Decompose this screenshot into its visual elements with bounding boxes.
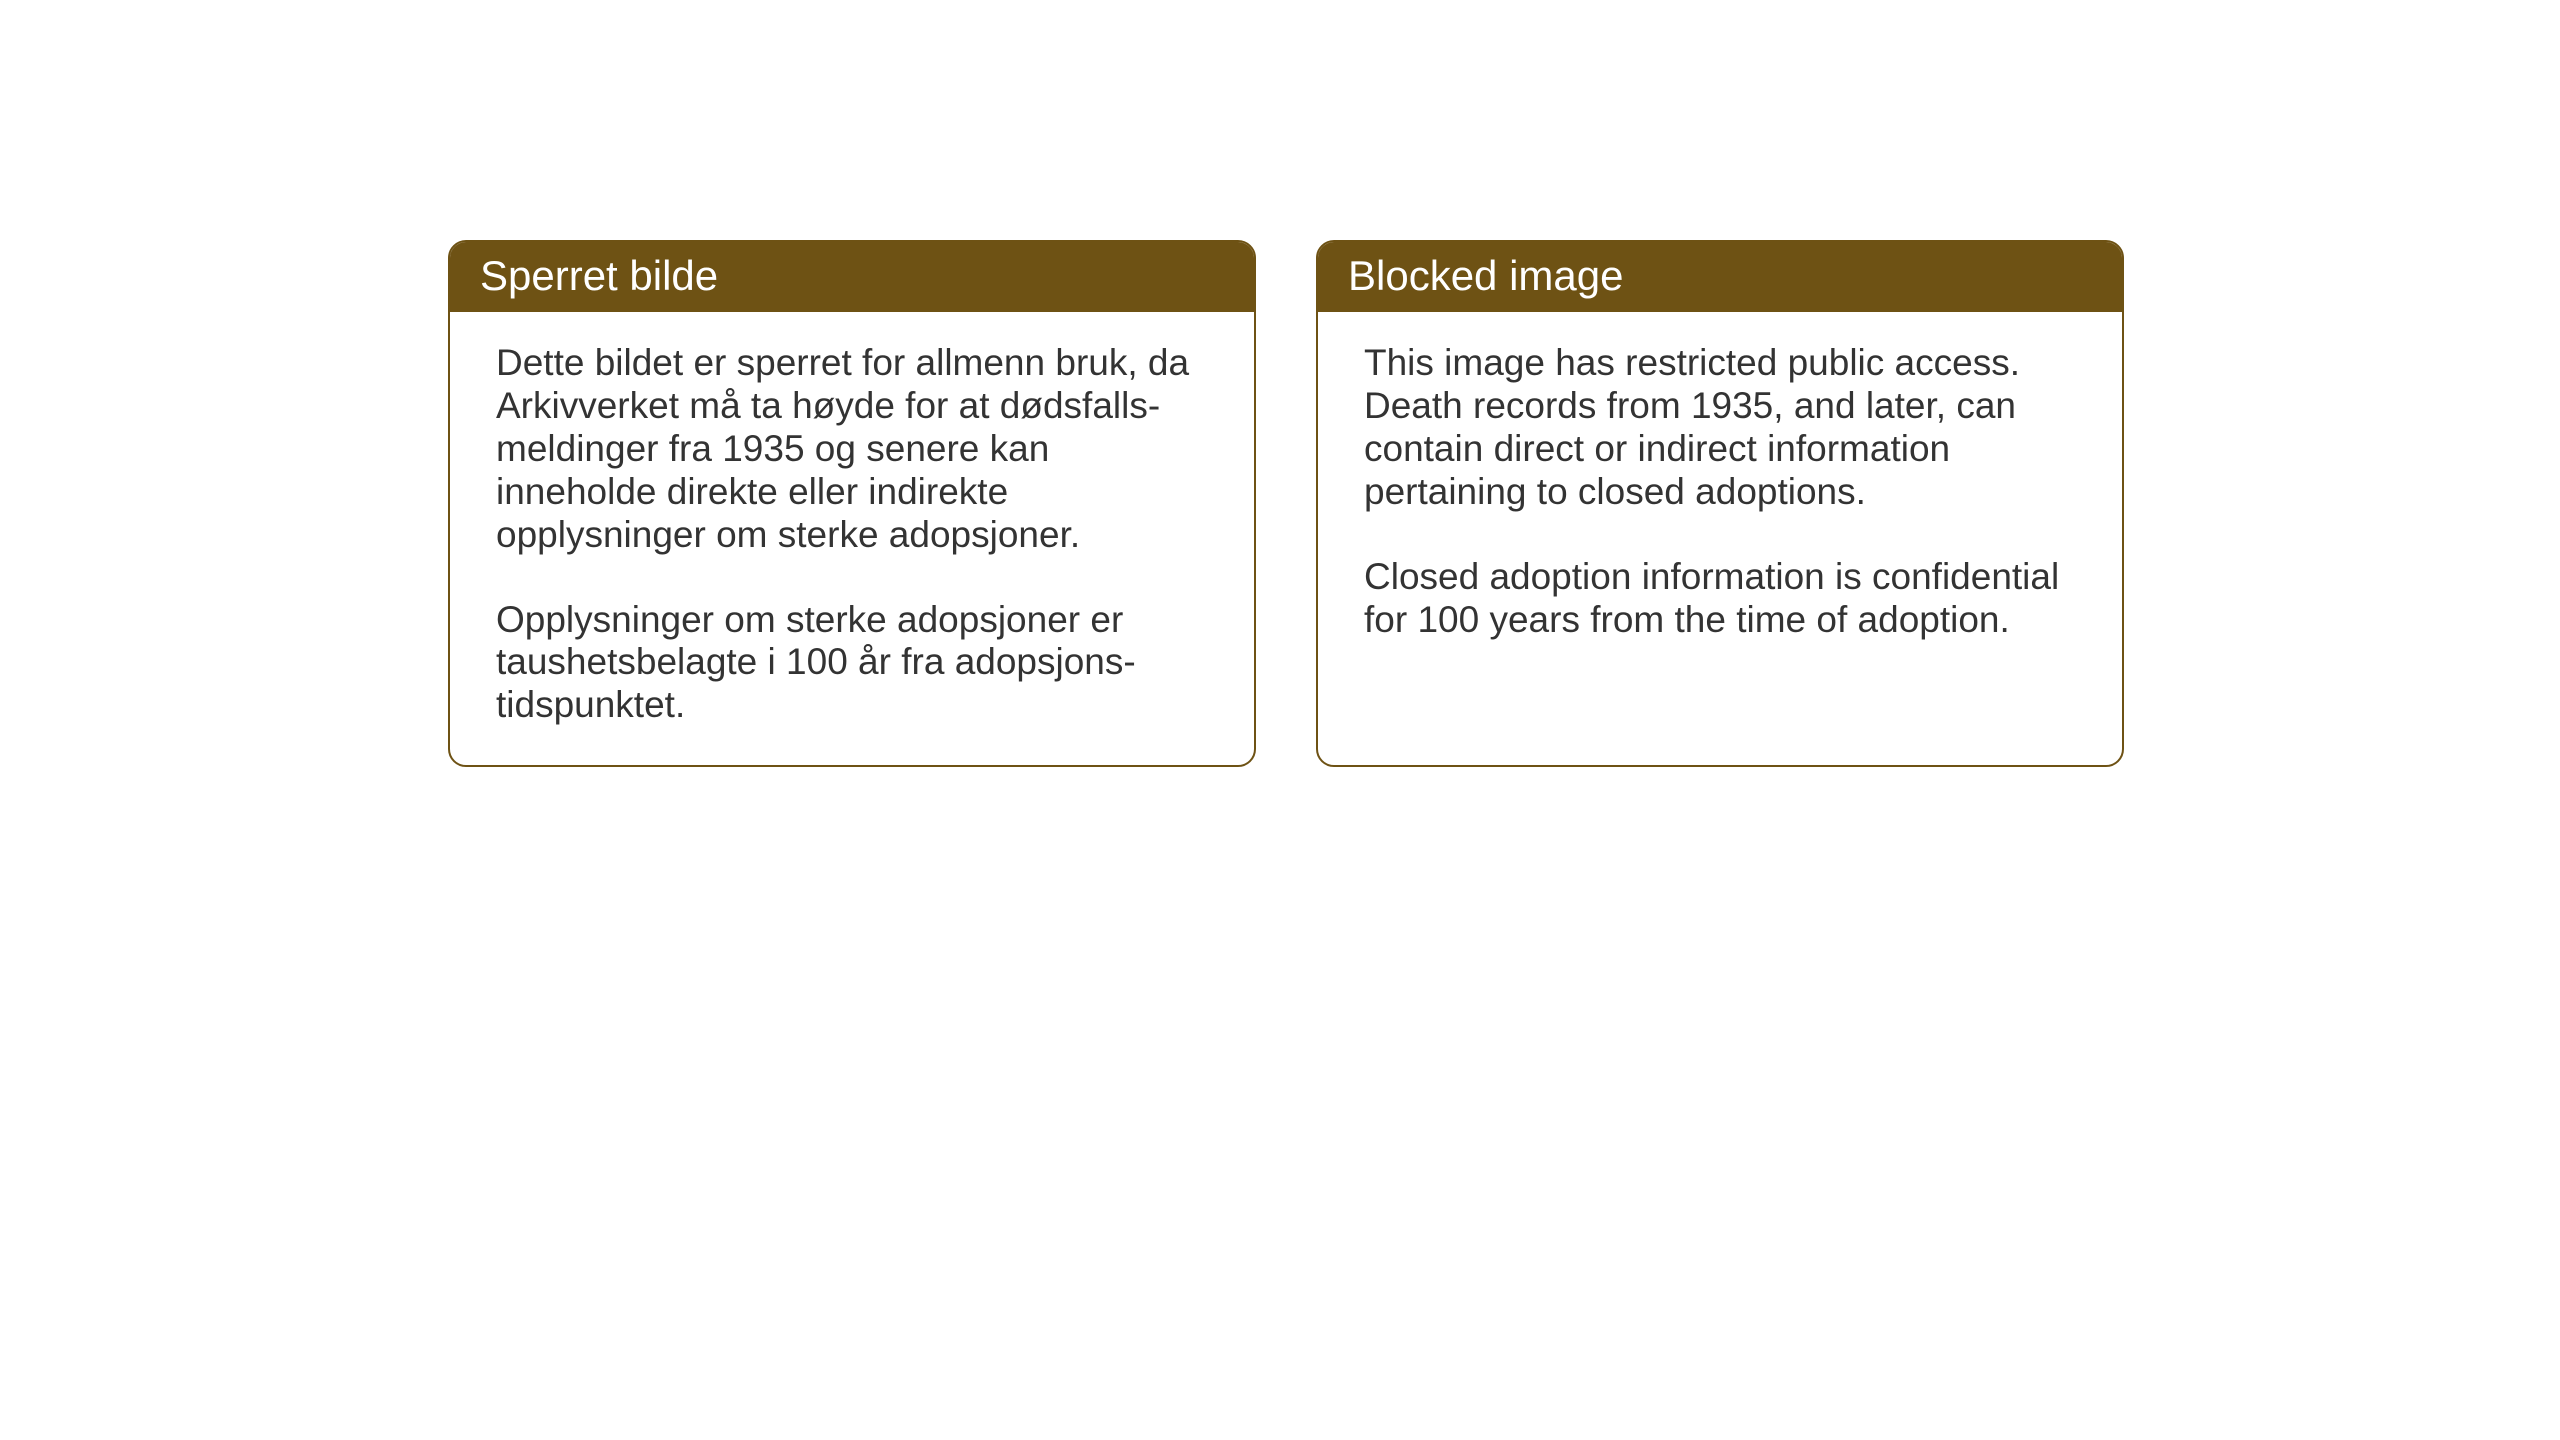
card-title: Sperret bilde	[480, 252, 718, 299]
card-header-norwegian: Sperret bilde	[450, 242, 1254, 312]
card-paragraph: Dette bildet er sperret for allmenn bruk…	[496, 342, 1208, 557]
card-norwegian: Sperret bilde Dette bildet er sperret fo…	[448, 240, 1256, 767]
card-body-norwegian: Dette bildet er sperret for allmenn bruk…	[450, 312, 1254, 765]
card-paragraph: This image has restricted public access.…	[1364, 342, 2076, 514]
card-english: Blocked image This image has restricted …	[1316, 240, 2124, 767]
card-title: Blocked image	[1348, 252, 1623, 299]
card-paragraph: Closed adoption information is confident…	[1364, 556, 2076, 642]
card-header-english: Blocked image	[1318, 242, 2122, 312]
card-body-english: This image has restricted public access.…	[1318, 312, 2122, 752]
card-paragraph: Opplysninger om sterke adopsjoner er tau…	[496, 599, 1208, 728]
cards-container: Sperret bilde Dette bildet er sperret fo…	[448, 240, 2124, 767]
